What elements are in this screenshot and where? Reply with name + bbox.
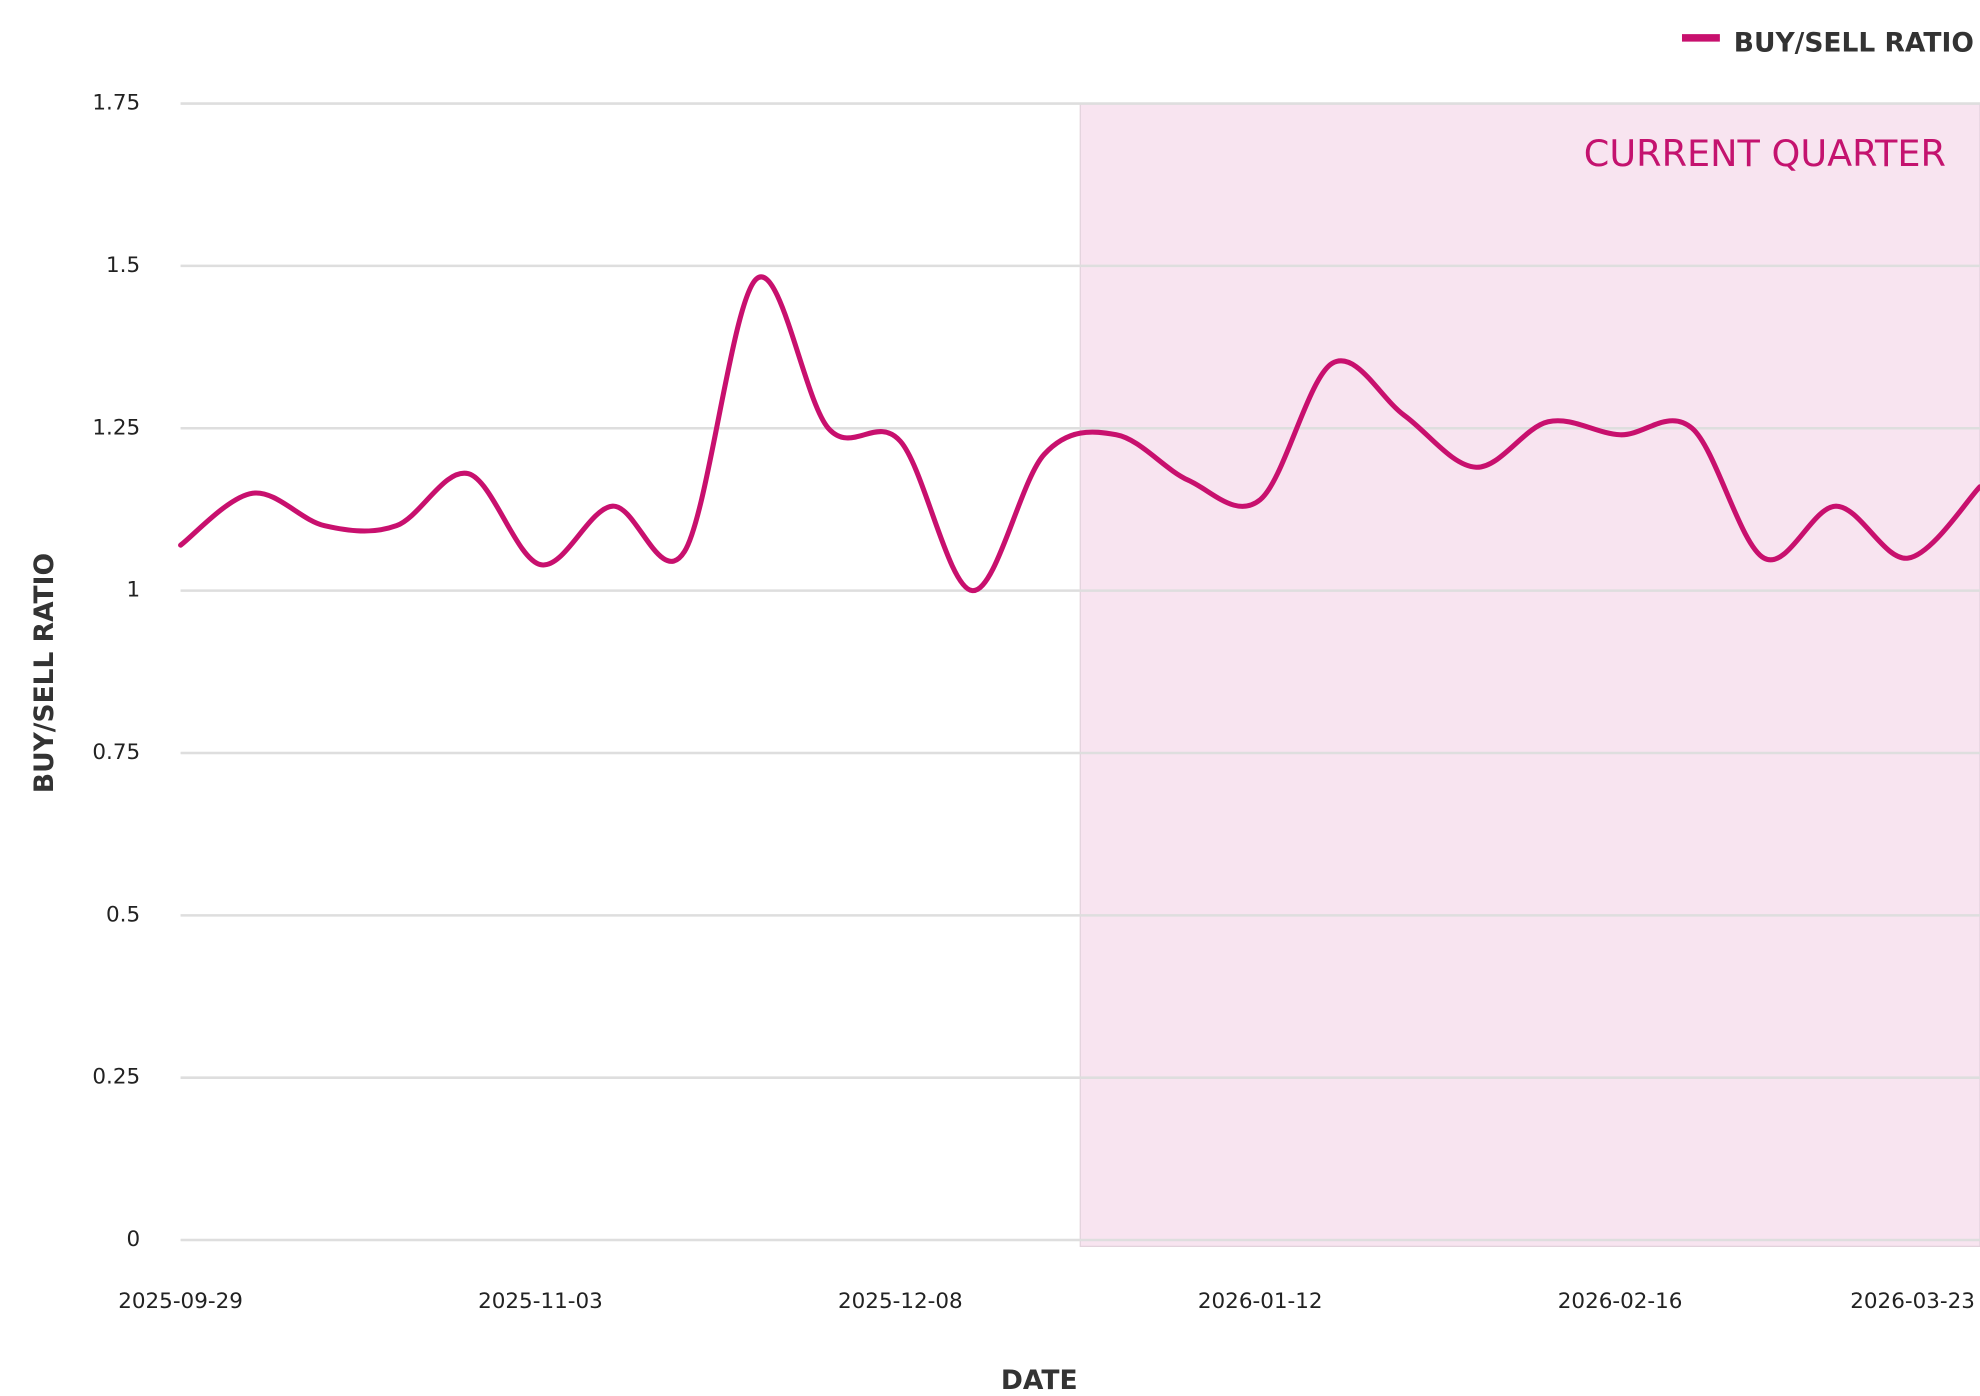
x-tick-label: 2026-03-23 <box>1850 1289 1975 1314</box>
x-tick-label: 2025-11-03 <box>478 1289 603 1314</box>
x-tick-label: 2025-12-08 <box>838 1289 963 1314</box>
legend-label: BUY/SELL RATIO <box>1734 28 1974 59</box>
y-tick-label: 1.25 <box>92 415 140 440</box>
y-tick-label: 1 <box>127 578 141 603</box>
x-tick-label: 2026-01-12 <box>1198 1289 1323 1314</box>
highlight-region <box>1079 102 1980 1247</box>
line-series <box>178 274 1980 594</box>
highlight-label: CURRENT QUARTER <box>1584 132 1946 175</box>
y-tick-label: 0.25 <box>92 1065 140 1090</box>
y-axis-title: BUY/SELL RATIO <box>29 553 60 793</box>
y-tick-label: 0.5 <box>106 902 140 927</box>
y-tick-label: 1.5 <box>106 253 140 278</box>
x-axis-title: DATE <box>1001 1365 1078 1396</box>
y-tick-label: 0 <box>127 1227 141 1252</box>
y-tick-label: 1.75 <box>92 91 140 116</box>
y-tick-label: 0.75 <box>92 740 140 765</box>
x-tick-label: 2026-02-16 <box>1558 1289 1683 1314</box>
x-tick-label: 2025-09-29 <box>118 1289 243 1314</box>
